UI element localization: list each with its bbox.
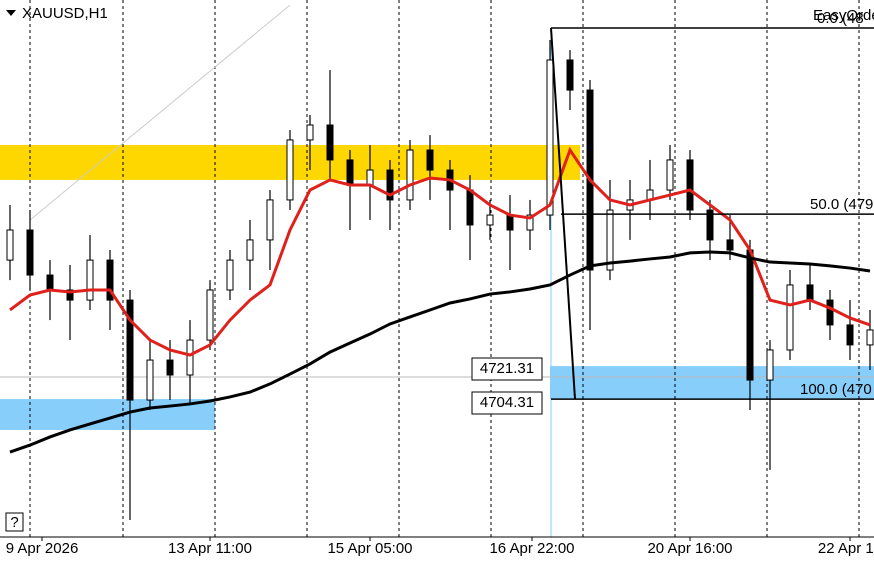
candle-body — [6, 229, 14, 261]
candle-body — [226, 259, 234, 291]
candle-body — [666, 159, 674, 191]
candle-body — [506, 214, 514, 231]
candle-body — [246, 239, 254, 261]
trend-line — [29, 4, 291, 221]
candle-body — [126, 299, 134, 401]
candle-body — [726, 239, 734, 251]
price-label-box — [471, 391, 543, 415]
help-box[interactable] — [5, 512, 24, 532]
candle-body — [846, 324, 854, 346]
chart-title: XAUUSD,H1 — [22, 5, 108, 22]
zone — [550, 366, 874, 400]
candle-body — [526, 214, 534, 231]
candle-body — [166, 359, 174, 376]
candle-body — [186, 339, 194, 376]
candle-body — [66, 289, 74, 301]
price-label: 4721.31 — [480, 360, 534, 377]
price-label-box — [471, 357, 543, 381]
candle-body — [146, 359, 154, 401]
candle-body — [686, 159, 694, 211]
candle-body — [366, 169, 374, 186]
moving-average — [9, 146, 871, 357]
moving-average — [9, 250, 871, 454]
fibo-name: EasyOrde — [813, 7, 874, 24]
candle-body — [26, 229, 34, 276]
candle-body — [866, 329, 874, 346]
candle-body — [706, 209, 714, 241]
candle-body — [346, 159, 354, 186]
price-label: 4704.31 — [480, 394, 534, 411]
x-tick-label: 13 Apr 11:00 — [168, 540, 252, 557]
candle-body — [606, 209, 614, 271]
fibo-label: 0.0 (48 — [817, 10, 864, 27]
x-tick-label: 9 Apr 2026 — [6, 540, 79, 557]
candle-body — [426, 149, 434, 171]
x-tick-label: 22 Apr 10 — [818, 540, 874, 557]
candle-body — [386, 169, 394, 201]
candle-body — [306, 124, 314, 141]
fibo-label: 100.0 (470 — [800, 381, 872, 398]
help[interactable]: ? — [10, 514, 18, 531]
candle-body — [486, 214, 494, 226]
candle-body — [746, 249, 754, 381]
candle-body — [806, 284, 814, 301]
candle-body — [466, 189, 474, 226]
candle-body — [206, 289, 214, 341]
x-tick-label: 15 Apr 05:00 — [327, 540, 412, 557]
fibo-label: 50.0 (479 — [810, 196, 873, 213]
candle-body — [406, 149, 414, 201]
candle-body — [326, 124, 334, 161]
candle-body — [86, 259, 94, 301]
menu-arrow[interactable] — [6, 10, 16, 16]
candle-body — [566, 59, 574, 91]
candle-body — [546, 59, 554, 216]
candle-body — [286, 139, 294, 201]
candle-body — [106, 259, 114, 301]
candle-body — [266, 199, 274, 241]
candle-body — [826, 299, 834, 326]
candle-body — [766, 349, 774, 381]
x-tick-label: 20 Apr 16:00 — [647, 540, 732, 557]
candle-body — [46, 274, 54, 291]
x-tick-label: 16 Apr 22:00 — [489, 540, 574, 557]
plot — [6, 39, 874, 521]
candle-body — [786, 284, 794, 351]
